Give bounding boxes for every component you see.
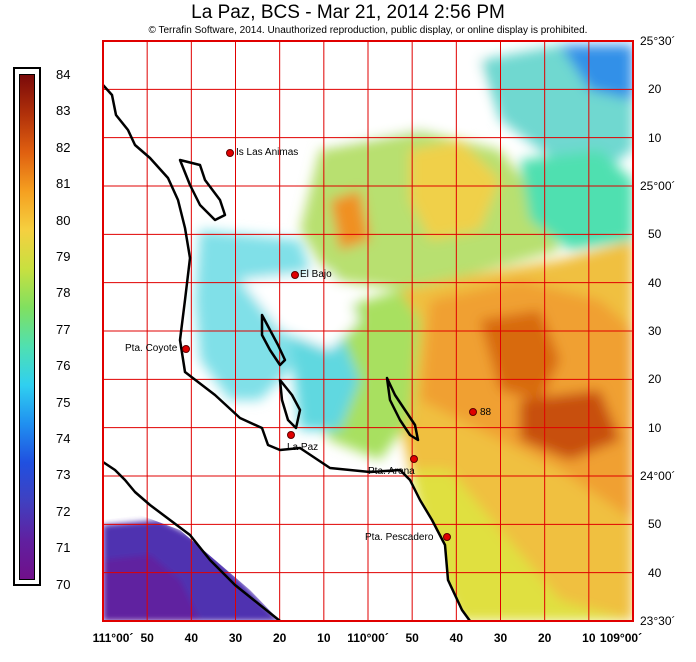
colorbar-label: 83 (56, 103, 71, 119)
longitude-label: 111°00´ (92, 631, 134, 645)
longitude-label: 10 (582, 631, 596, 645)
longitude-label: 30 (493, 631, 508, 645)
coastline (103, 84, 472, 621)
place-marker[interactable] (469, 408, 477, 416)
colorbar-label: 79 (56, 249, 71, 264)
latitude-label: 23°30´ (640, 614, 676, 628)
place-marker[interactable] (287, 431, 295, 439)
colorbar-label: 80 (56, 212, 71, 228)
place-label: La Paz (287, 442, 319, 453)
latitude-label: 30 (648, 324, 662, 338)
latitude-label: 25°00´ (640, 179, 676, 193)
place-label: 88 (480, 407, 492, 418)
place-marker[interactable] (443, 533, 451, 541)
latitude-label: 10 (648, 130, 662, 145)
colorbar-label: 82 (56, 139, 71, 155)
map-canvas (103, 41, 633, 621)
latitude-label: 20 (648, 82, 662, 97)
colorbar-label: 70 (56, 576, 71, 592)
colorbar-label: 74 (56, 431, 71, 446)
colorbar-legend (13, 67, 41, 586)
latitude-label: 10 (648, 420, 662, 435)
longitude-label: 40 (449, 631, 464, 645)
longitude-label: 40 (184, 631, 199, 645)
latitude-label: 50 (648, 517, 662, 532)
place-marker[interactable] (182, 345, 190, 353)
longitude-label: 50 (405, 631, 419, 645)
longitude-label: 10 (317, 631, 331, 645)
colorbar-label: 84 (56, 67, 71, 82)
place-label: Pta. Coyote (125, 343, 178, 354)
latitude-label: 24°00´ (640, 469, 676, 483)
map-grid (103, 41, 633, 621)
longitude-label: 20 (537, 631, 552, 645)
temperature-field (110, 45, 633, 621)
colorbar-label: 71 (56, 540, 71, 556)
colorbar-label: 76 (56, 358, 71, 374)
longitude-label: 109°00´ (599, 631, 643, 645)
colorbar-label: 73 (56, 467, 71, 483)
colorbar-label: 77 (56, 321, 71, 337)
colorbar-label: 78 (56, 285, 71, 301)
longitude-label: 110°00´ (347, 631, 389, 645)
colorbar-label: 81 (56, 176, 71, 192)
longitude-label: 50 (140, 631, 154, 645)
latitude-label: 25°30´ (640, 34, 676, 48)
place-label: Pta. Arena (368, 466, 415, 477)
place-marker[interactable] (410, 455, 418, 463)
colorbar-gradient (19, 74, 35, 580)
place-label: El Bajo (300, 269, 332, 280)
latitude-label: 20 (648, 372, 662, 387)
page-title: La Paz, BCS - Mar 21, 2014 2:56 PM (191, 2, 505, 23)
colorbar-label: 72 (56, 503, 71, 519)
place-label: Pta. Pescadero (365, 532, 434, 543)
longitude-label: 30 (228, 631, 243, 645)
latitude-label: 50 (648, 227, 662, 242)
latitude-label: 40 (648, 565, 662, 580)
longitude-label: 20 (272, 631, 287, 645)
latitude-label: 40 (648, 275, 662, 290)
place-label: Is Las Animas (236, 147, 299, 158)
place-marker[interactable] (291, 271, 299, 279)
map-border (102, 40, 634, 622)
place-markers (182, 149, 477, 541)
copyright-notice: © Terrafin Software, 2014. Unauthorized … (148, 25, 588, 36)
colorbar-label: 75 (56, 394, 71, 410)
place-marker[interactable] (226, 149, 234, 157)
